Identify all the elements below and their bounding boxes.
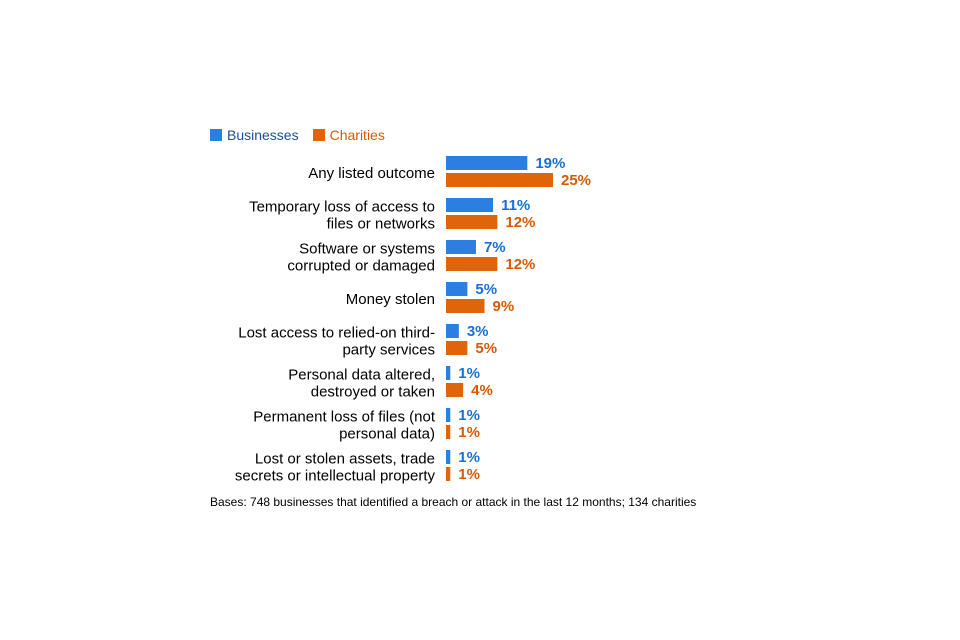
data-label: 25% (561, 172, 591, 189)
data-label: 3% (467, 323, 489, 340)
bar-businesses (446, 282, 468, 296)
category-label: Temporary loss of access to files or netw… (249, 199, 435, 233)
category-label: Any listed outcome (308, 165, 435, 182)
category-label: Personal data altered, destroyed or taken (288, 367, 435, 401)
category-label: Permanent loss of files (not personal dat… (253, 409, 436, 443)
legend-swatch-charities (312, 129, 325, 141)
data-label: 5% (475, 340, 497, 357)
bar-businesses (446, 450, 451, 464)
bar-businesses (446, 324, 459, 338)
bar-businesses (446, 156, 528, 170)
data-label: 12% (505, 214, 535, 231)
data-label: 11% (501, 197, 530, 214)
footnote: Bases: 748 businesses that identified a … (210, 495, 697, 509)
bar-businesses (446, 240, 476, 254)
data-label: 19% (535, 155, 565, 172)
bar-businesses (446, 408, 451, 422)
bar-charities (446, 467, 451, 481)
bar-charities (446, 425, 451, 439)
category-label: Software or systems corrupted or damaged (287, 241, 435, 275)
legend-item-charities: Charities (312, 127, 385, 143)
category-label: Lost access to relied-on third-party ser… (238, 325, 435, 359)
data-label: 7% (484, 239, 506, 256)
data-label: 1% (458, 466, 480, 483)
legend-item-businesses: Businesses (210, 127, 299, 143)
bar-charities (446, 257, 498, 271)
data-label: 1% (458, 365, 480, 382)
data-label: 5% (475, 281, 497, 298)
data-label: 9% (493, 298, 515, 315)
bar-charities (446, 215, 498, 229)
legend: Businesses Charities (210, 127, 385, 143)
bar-charities (446, 341, 468, 355)
data-label: 1% (458, 407, 480, 424)
data-label: 4% (471, 382, 493, 399)
bar-businesses (446, 366, 451, 380)
legend-label-businesses: Businesses (227, 127, 299, 143)
data-label: 1% (458, 449, 480, 466)
legend-label-charities: Charities (329, 127, 385, 143)
bar-charities (446, 173, 553, 187)
category-label: Money stolen (346, 291, 435, 308)
data-label: 1% (458, 424, 480, 441)
bar-charities (446, 383, 464, 397)
data-label: 12% (505, 256, 535, 273)
bar-businesses (446, 198, 494, 212)
bar-charities (446, 299, 485, 313)
legend-swatch-businesses (210, 129, 222, 141)
category-label: Lost or stolen assets, trade secrets or i… (235, 451, 436, 485)
